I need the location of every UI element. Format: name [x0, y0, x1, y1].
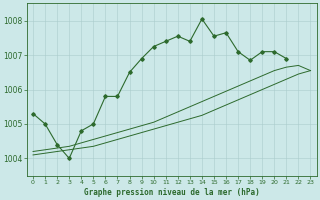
X-axis label: Graphe pression niveau de la mer (hPa): Graphe pression niveau de la mer (hPa) — [84, 188, 260, 197]
